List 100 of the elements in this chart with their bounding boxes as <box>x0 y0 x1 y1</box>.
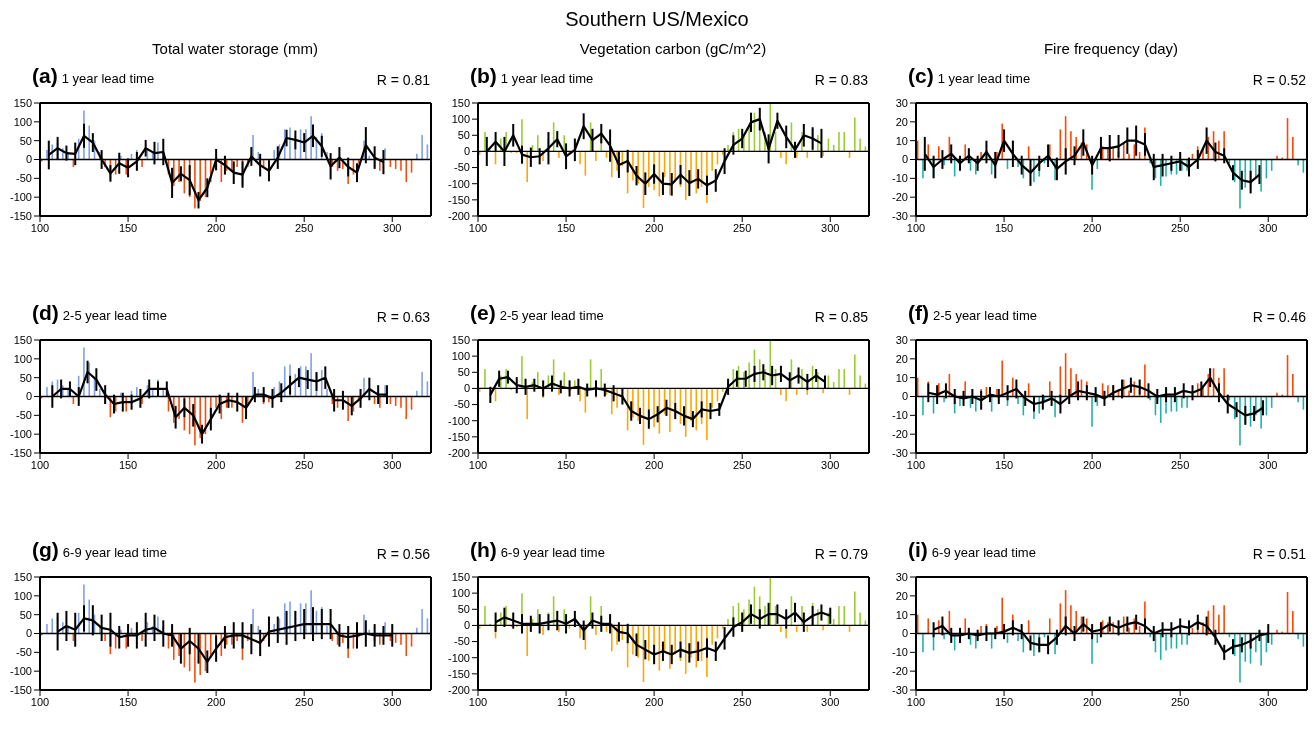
y-tick-label: -10 <box>892 172 908 185</box>
y-tick-label: -30 <box>892 209 908 222</box>
x-tick-label: 200 <box>206 458 226 471</box>
text: (d) <box>32 301 59 324</box>
y-tick-label: 0 <box>463 145 470 158</box>
x-tick-label: 300 <box>1259 695 1278 708</box>
text: R = 0.83 <box>814 72 868 88</box>
chart-subtitle: 1 year lead time <box>500 71 594 86</box>
x-tick-label: 150 <box>556 221 576 234</box>
y-tick-label: -10 <box>892 646 908 659</box>
y-tick-label: 150 <box>13 570 32 583</box>
y-tick-label: -200 <box>447 209 470 222</box>
x-tick-label: 250 <box>733 221 752 234</box>
y-tick-label: -150 <box>447 667 470 680</box>
text: (c) <box>908 64 934 87</box>
x-tick-label: 200 <box>1082 458 1102 471</box>
y-tick-label: -30 <box>892 446 908 459</box>
y-tick-label: 0 <box>25 390 32 403</box>
y-tick-label: 100 <box>451 350 470 363</box>
x-tick-label: 300 <box>821 695 840 708</box>
y-tick-label: -30 <box>892 683 908 696</box>
x-tick-label: 250 <box>733 695 752 708</box>
y-tick-label: 50 <box>19 371 32 384</box>
text: R = 0.51 <box>1252 546 1306 562</box>
chart-title: Vegetation carbon (gC/m^2) <box>578 40 768 57</box>
y-tick-label: 0 <box>901 627 908 640</box>
y-tick-label: -100 <box>447 414 470 427</box>
y-tick-label: 0 <box>25 153 32 166</box>
text: R = 0.46 <box>1252 309 1306 325</box>
y-tick-label: 100 <box>13 352 32 365</box>
x-tick-label: 250 <box>1171 695 1190 708</box>
y-tick-label: -10 <box>892 409 908 422</box>
text: R = 0.63 <box>376 309 430 325</box>
y-tick-label: -150 <box>9 683 32 696</box>
y-tick-label: -20 <box>892 428 908 441</box>
y-tick-label: 0 <box>463 382 470 395</box>
x-tick-label: 150 <box>556 458 576 471</box>
y-tick-label: 100 <box>451 113 470 126</box>
x-tick-label: 300 <box>1259 458 1278 471</box>
y-tick-label: 100 <box>451 587 470 600</box>
y-tick-label: 150 <box>451 570 470 583</box>
x-tick-label: 150 <box>118 695 138 708</box>
y-tick-label: -20 <box>892 191 908 204</box>
text: R = 0.56 <box>376 546 430 562</box>
chart-title: Total water storage (mm) <box>151 40 319 57</box>
x-tick-label: 250 <box>733 458 752 471</box>
y-tick-label: 30 <box>895 333 908 346</box>
text: (f) <box>908 301 929 324</box>
x-tick-label: 200 <box>206 221 226 234</box>
chart-subtitle: 1 year lead time <box>937 71 1031 86</box>
y-tick-label: 150 <box>13 96 32 109</box>
text: R = 0.81 <box>376 72 430 88</box>
x-tick-label: 300 <box>821 221 840 234</box>
y-tick-label: 150 <box>451 96 470 109</box>
y-tick-label: -100 <box>9 665 32 678</box>
y-tick-label: 50 <box>457 129 470 142</box>
chart-subtitle: 2-5 year lead time <box>932 308 1038 323</box>
text: (h) <box>470 538 497 561</box>
y-tick-label: 20 <box>895 352 908 365</box>
y-tick-label: -200 <box>447 446 470 459</box>
y-tick-label: -200 <box>447 683 470 696</box>
y-tick-label: 0 <box>901 390 908 403</box>
y-tick-label: 50 <box>457 366 470 379</box>
y-tick-label: -50 <box>454 161 470 174</box>
x-tick-label: 150 <box>118 221 138 234</box>
x-tick-label: 200 <box>644 221 664 234</box>
x-tick-label: 300 <box>383 221 402 234</box>
chart-subtitle: 6-9 year lead time <box>500 545 605 560</box>
y-tick-label: 150 <box>451 333 470 346</box>
y-tick-label: 0 <box>901 153 908 166</box>
y-tick-label: -150 <box>447 193 470 206</box>
y-tick-label: 100 <box>13 589 32 602</box>
y-tick-label: 10 <box>895 371 908 384</box>
x-tick-label: 250 <box>1171 458 1190 471</box>
chart-subtitle: 1 year lead time <box>61 71 155 86</box>
y-tick-label: -50 <box>454 398 470 411</box>
y-tick-label: -50 <box>16 409 32 422</box>
y-tick-label: 30 <box>895 570 908 583</box>
x-tick-label: 150 <box>994 221 1014 234</box>
text: R = 0.79 <box>814 546 868 562</box>
text: (a) <box>32 64 58 87</box>
y-tick-label: 0 <box>463 619 470 632</box>
x-tick-label: 150 <box>118 458 138 471</box>
text: R = 0.52 <box>1252 72 1306 88</box>
y-tick-label: -50 <box>454 635 470 648</box>
x-tick-label: 300 <box>383 458 402 471</box>
y-tick-label: 20 <box>895 589 908 602</box>
x-tick-label: 250 <box>295 221 314 234</box>
x-tick-label: 250 <box>295 695 314 708</box>
x-tick-label: 200 <box>1082 221 1102 234</box>
y-tick-label: 100 <box>13 115 32 128</box>
y-tick-label: 150 <box>13 333 32 346</box>
chart-subtitle: 6-9 year lead time <box>62 545 167 560</box>
y-tick-label: 30 <box>895 96 908 109</box>
text: R = 0.85 <box>814 309 868 325</box>
y-tick-label: 0 <box>25 627 32 640</box>
y-tick-label: -100 <box>447 651 470 664</box>
text: (e) <box>470 301 496 324</box>
y-tick-label: -20 <box>892 665 908 678</box>
x-tick-label: 200 <box>644 695 664 708</box>
